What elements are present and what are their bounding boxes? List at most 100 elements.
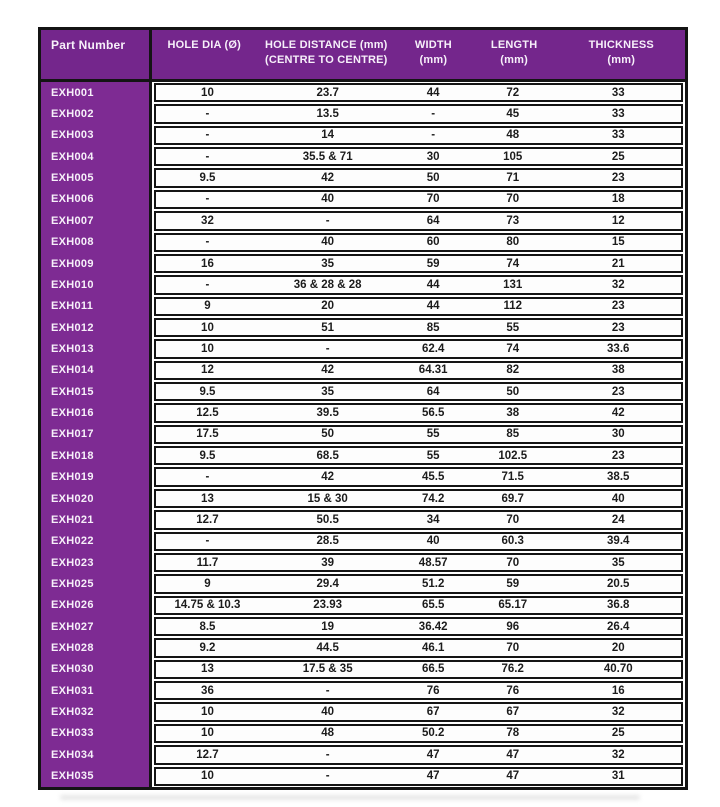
table-row: 10 48 50.2 78 25 [154, 723, 683, 744]
data-cell: 35 [321, 257, 335, 270]
data-cell: 10 [201, 321, 214, 334]
column-header-line2: (mm) [500, 54, 528, 66]
data-cell: - [325, 748, 330, 761]
part-number-cell: EXH001 [51, 86, 94, 99]
column-header-line1: HOLE DIA (Ø) [167, 39, 241, 51]
data-cell: 60.3 [501, 535, 524, 548]
table-row: 12 42 64.31 82 38 [154, 360, 683, 381]
data-cell: 18 [611, 193, 625, 206]
data-cell: 70 [506, 642, 520, 655]
table-row: 9 20 44 112 23 [154, 296, 683, 316]
data-cell: 10 [201, 86, 214, 99]
table-row: - 40 60 80 15 [154, 232, 683, 252]
data-cell: 9 [204, 300, 211, 313]
part-number-cell: EXH028 [51, 642, 94, 655]
data-cell: 10 [201, 706, 214, 719]
column-header-line1: HOLE DISTANCE (mm) [264, 39, 388, 51]
table-row: - 13.5 - 45 33 [154, 104, 683, 124]
data-cell: 38 [611, 364, 625, 377]
parts-spec-table: Part Number HOLE DIA (Ø) HOLE DISTANCE (… [38, 27, 688, 790]
part-number-cell: EXH005 [51, 172, 94, 185]
column-header-line1: LENGTH [490, 39, 538, 51]
data-cell: 23 [611, 172, 625, 185]
data-cell: 15 & 30 [307, 492, 348, 505]
data-cell: 13 [201, 663, 214, 676]
data-cell: - [205, 193, 210, 206]
data-cell: 48.57 [418, 556, 448, 569]
data-cell: 39.5 [316, 407, 339, 420]
data-cell: 50 [426, 172, 440, 185]
data-cell: 76 [506, 684, 520, 697]
data-cell: 85 [506, 428, 520, 441]
data-cell: 51 [321, 321, 335, 334]
table-row: 36 - 76 76 16 [154, 681, 683, 701]
data-cell: 42 [321, 471, 335, 484]
column-header-length: LENGTH (mm) [471, 30, 558, 79]
data-cell: 64 [426, 385, 440, 398]
column-header-thickness: THICKNESS (mm) [558, 30, 685, 79]
data-cell: 13.5 [316, 108, 339, 121]
data-cell: 14 [321, 129, 335, 142]
data-cell: 48 [321, 727, 335, 740]
table-row: 17.5 50 55 85 30 [154, 424, 683, 445]
data-cell: - [205, 108, 210, 121]
data-cell: 33 [611, 129, 625, 142]
data-cell: 44 [426, 86, 440, 99]
part-number-cell: EXH035 [51, 770, 94, 783]
data-cell: 23 [611, 321, 625, 334]
data-cell: 11.7 [196, 556, 219, 569]
table-row: 10 23.7 44 72 33 [154, 83, 683, 103]
data-cell: 38.5 [607, 471, 630, 484]
table-row: - 35.5 & 71 30 105 25 [154, 147, 683, 167]
data-cell: 64.31 [418, 364, 448, 377]
data-cell: 9 [204, 577, 211, 590]
data-cell: 66.5 [421, 663, 445, 676]
part-number-cell: EXH003 [51, 129, 94, 142]
data-cell: 45 [506, 108, 520, 121]
data-cell: 67 [426, 706, 440, 719]
data-cell: 10 [201, 727, 214, 740]
data-cell: 82 [506, 364, 520, 377]
table-row: - 28.5 40 60.3 39.4 [154, 531, 683, 551]
data-cell: 50 [506, 385, 520, 398]
data-cell: - [205, 535, 210, 548]
data-cell: 42 [321, 172, 335, 185]
part-number-cell: EXH015 [51, 385, 94, 398]
data-cell: 47 [506, 748, 520, 761]
data-cell: 25 [611, 150, 625, 163]
data-cell: 35 [611, 556, 625, 569]
part-number-cell: EXH021 [51, 513, 94, 526]
table-row: 9.5 42 50 71 23 [154, 168, 683, 188]
data-cell: 105 [503, 150, 523, 163]
data-cell: - [431, 108, 436, 121]
data-cell: 74 [506, 257, 520, 270]
data-cell: 42 [611, 407, 625, 420]
data-cell: 80 [506, 236, 520, 249]
data-cell: 78 [506, 727, 520, 740]
data-cell: 14.75 & 10.3 [174, 599, 241, 612]
data-cell: 56.5 [421, 407, 445, 420]
table-body: EXH001 EXH002 EXH003 EXH004 EXH005 EXH006 EXH0… [41, 82, 685, 787]
data-cell: 29.4 [316, 577, 339, 590]
part-number-cell: EXH002 [51, 108, 94, 121]
part-number-cell: EXH006 [51, 193, 94, 206]
data-cell: 55 [426, 428, 440, 441]
data-cell: 40.70 [603, 663, 633, 676]
data-cell: 76 [426, 684, 440, 697]
table-row: 10 51 85 55 23 [154, 317, 683, 338]
data-cell: - [205, 236, 210, 249]
data-cell: 131 [503, 278, 523, 291]
data-cell: 46.1 [421, 642, 445, 655]
data-cell: 23.93 [313, 599, 343, 612]
data-cell: 65.17 [498, 599, 528, 612]
column-header-line2: (mm) [419, 54, 448, 66]
data-cell: 38 [506, 407, 520, 420]
table-row: 16 35 59 74 21 [154, 253, 683, 274]
data-cell: 50.2 [421, 727, 445, 740]
data-cell: 23.7 [316, 86, 339, 99]
part-number-cell: EXH027 [51, 620, 94, 633]
data-cell: 33.6 [607, 342, 630, 355]
data-cell: 70 [506, 193, 520, 206]
data-cell: 17.5 [196, 428, 219, 441]
table-row: 9.2 44.5 46.1 70 20 [154, 638, 683, 658]
